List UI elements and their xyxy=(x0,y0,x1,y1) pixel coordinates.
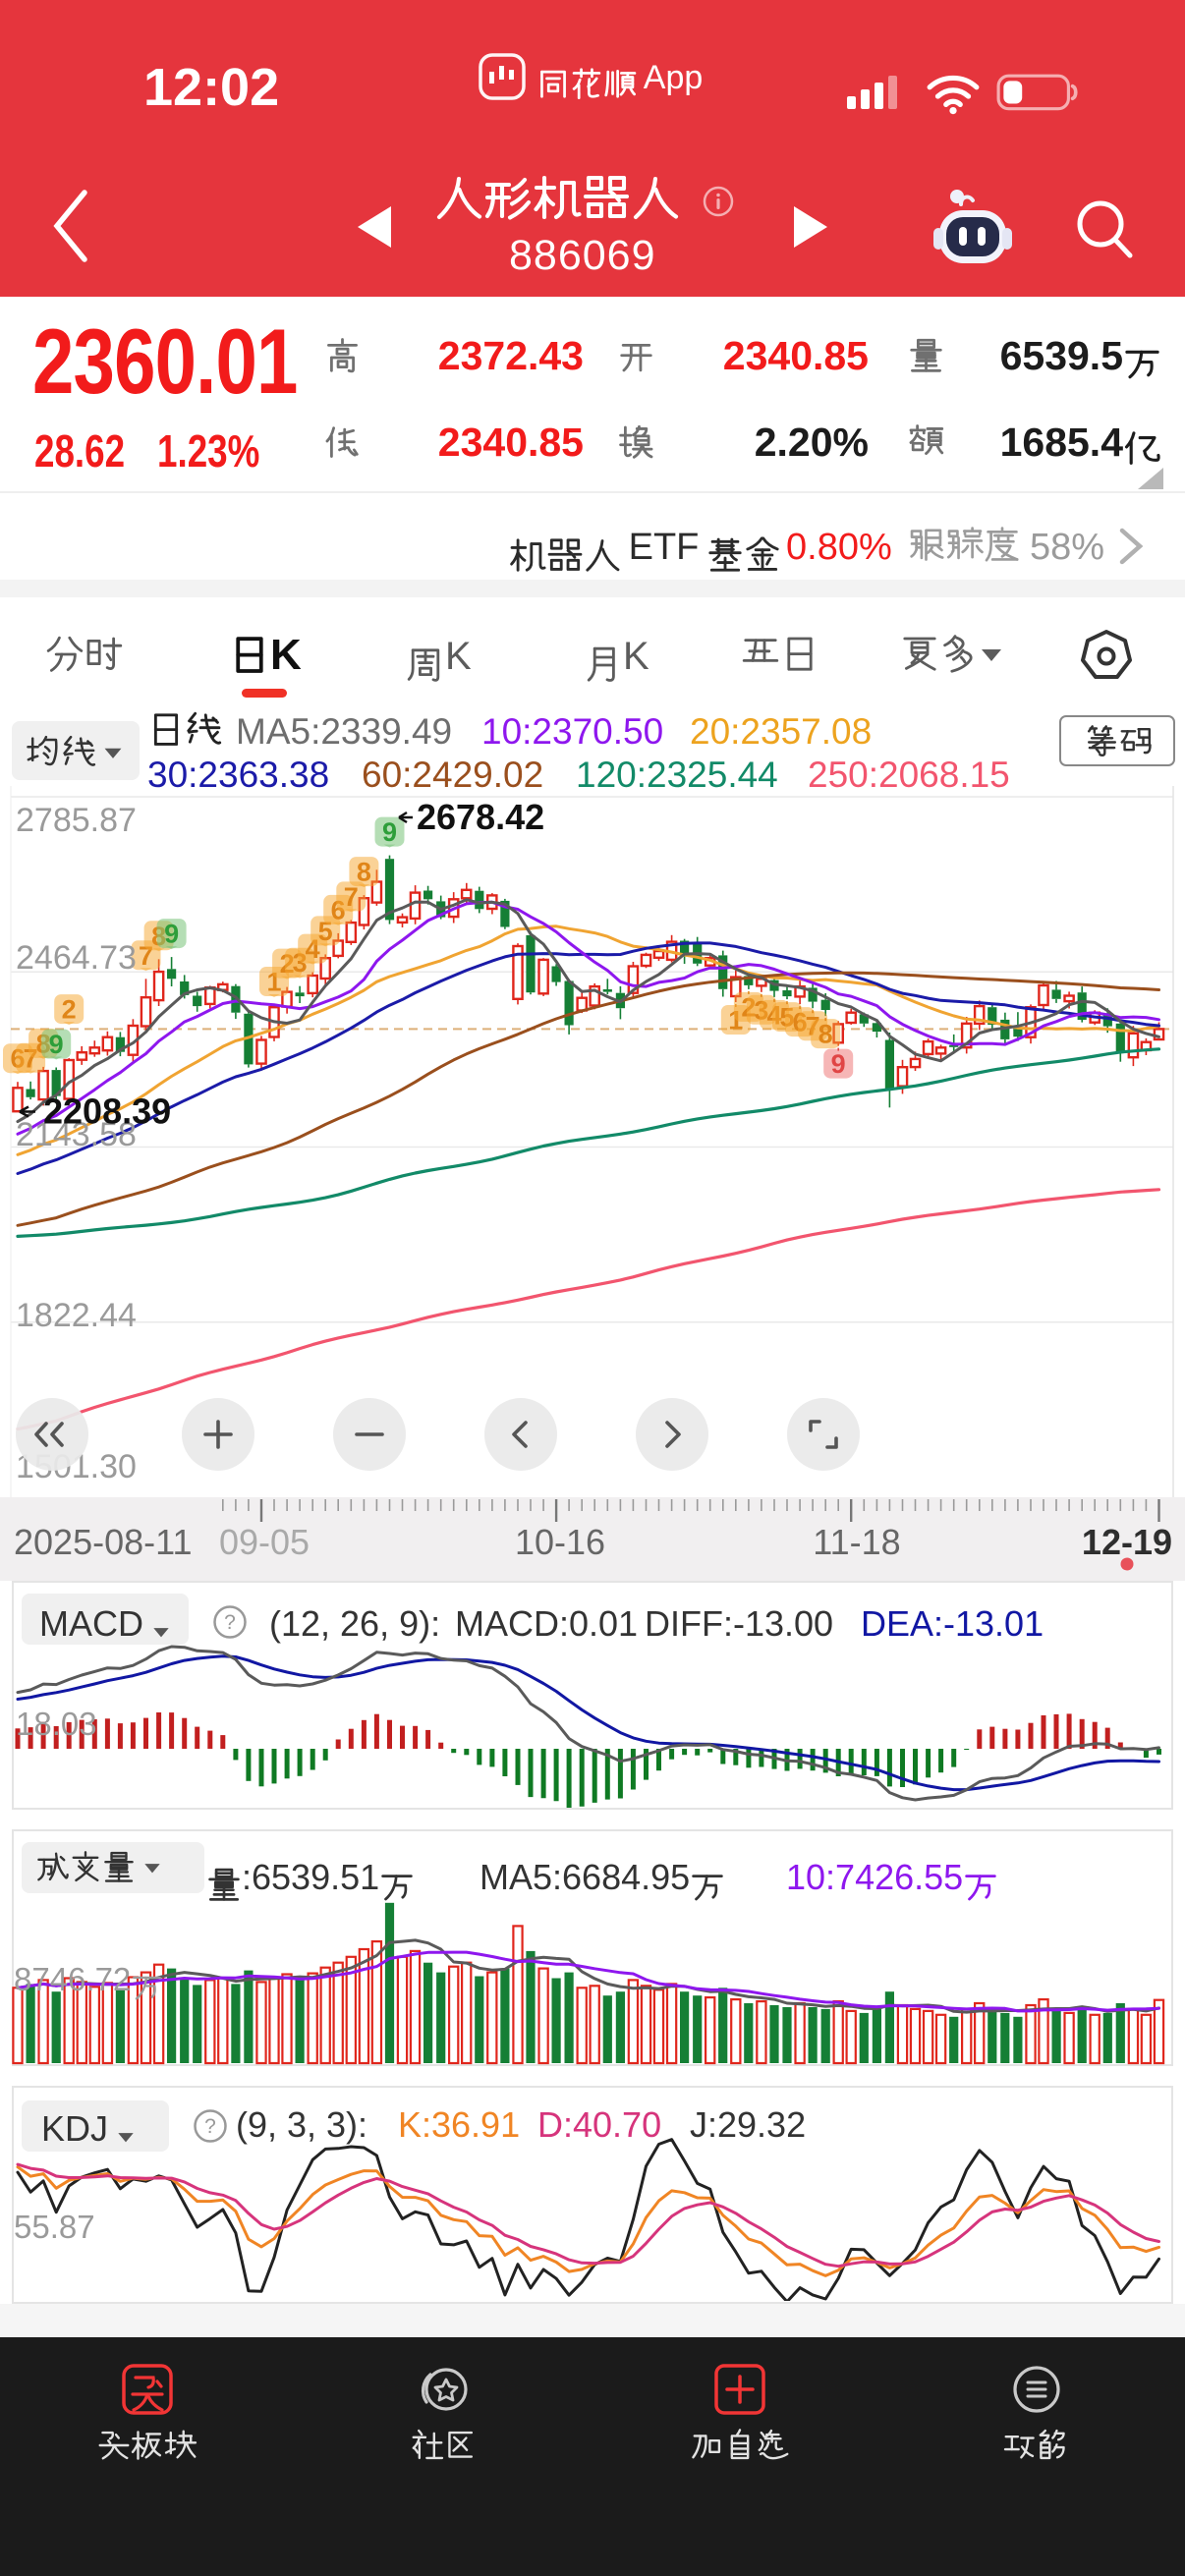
svg-text:12-19: 12-19 xyxy=(1082,1522,1172,1562)
svg-text:2: 2 xyxy=(62,995,77,1025)
svg-text:2464.73: 2464.73 xyxy=(16,939,137,977)
svg-text:9: 9 xyxy=(49,1030,64,1059)
svg-text:2143.58: 2143.58 xyxy=(16,1116,137,1153)
svg-text:18.03: 18.03 xyxy=(16,1706,97,1742)
svg-text:2025-08-11: 2025-08-11 xyxy=(14,1522,192,1562)
svg-text:9: 9 xyxy=(164,920,179,949)
svg-text:2208.39: 2208.39 xyxy=(43,1092,171,1132)
svg-text:2785.87: 2785.87 xyxy=(16,802,137,839)
svg-text:11-18: 11-18 xyxy=(813,1522,900,1562)
svg-text:9: 9 xyxy=(831,1049,846,1079)
svg-text:?: ? xyxy=(204,2115,216,2138)
svg-text:7: 7 xyxy=(344,882,359,912)
svg-text:2678.42: 2678.42 xyxy=(417,797,544,837)
svg-text:9: 9 xyxy=(382,817,397,847)
svg-text:1822.44: 1822.44 xyxy=(16,1297,137,1334)
svg-text:?: ? xyxy=(224,1611,236,1634)
svg-text:09-05: 09-05 xyxy=(219,1522,310,1562)
svg-text:8: 8 xyxy=(818,1020,833,1049)
svg-text:10-16: 10-16 xyxy=(515,1522,605,1562)
svg-text:8: 8 xyxy=(357,858,371,887)
